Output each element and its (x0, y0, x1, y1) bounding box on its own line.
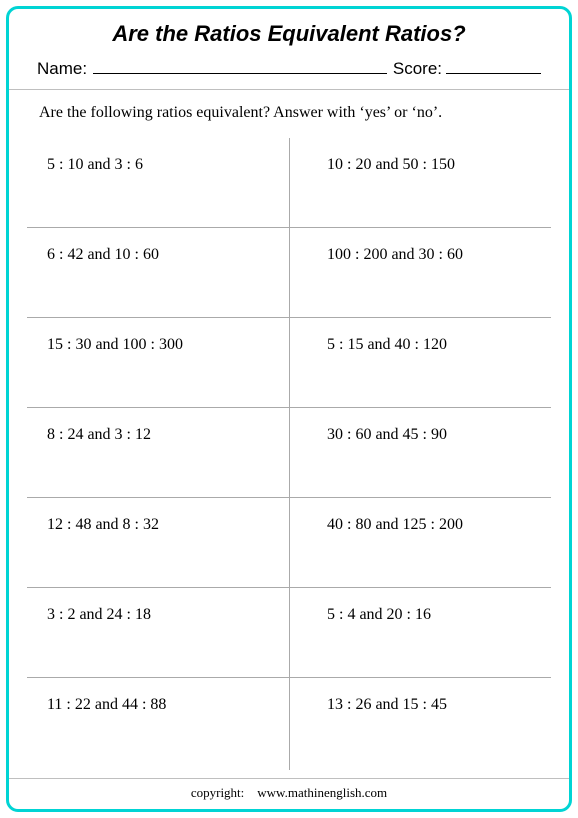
question-cell: 13 : 26 and 15 : 45 (289, 678, 551, 768)
footer-site-url: www.mathinenglish.com (257, 785, 387, 800)
question-cell: 15 : 30 and 100 : 300 (27, 318, 289, 407)
worksheet-page: Are the Ratios Equivalent Ratios? Name: … (6, 6, 572, 812)
question-cell: 5 : 10 and 3 : 6 (27, 138, 289, 227)
score-label: Score: (393, 59, 442, 79)
worksheet-title: Are the Ratios Equivalent Ratios? (9, 9, 569, 55)
question-cell: 100 : 200 and 30 : 60 (289, 228, 551, 317)
meta-row: Name: Score: (9, 55, 569, 85)
question-grid: 5 : 10 and 3 : 6 10 : 20 and 50 : 150 6 … (27, 138, 551, 770)
question-cell: 8 : 24 and 3 : 12 (27, 408, 289, 497)
instructions-text: Are the following ratios equivalent? Ans… (9, 90, 569, 134)
question-cell: 5 : 15 and 40 : 120 (289, 318, 551, 407)
question-cell: 40 : 80 and 125 : 200 (289, 498, 551, 587)
question-cell: 5 : 4 and 20 : 16 (289, 588, 551, 677)
footer: copyright: www.mathinenglish.com (9, 778, 569, 809)
question-cell: 3 : 2 and 24 : 18 (27, 588, 289, 677)
score-blank-line[interactable] (446, 55, 541, 74)
question-cell: 30 : 60 and 45 : 90 (289, 408, 551, 497)
footer-copyright-label: copyright: (191, 785, 244, 800)
name-label: Name: (37, 59, 87, 79)
grid-center-divider (289, 138, 290, 770)
question-cell: 6 : 42 and 10 : 60 (27, 228, 289, 317)
question-cell: 11 : 22 and 44 : 88 (27, 678, 289, 768)
name-blank-line[interactable] (93, 55, 387, 74)
question-cell: 12 : 48 and 8 : 32 (27, 498, 289, 587)
question-cell: 10 : 20 and 50 : 150 (289, 138, 551, 227)
